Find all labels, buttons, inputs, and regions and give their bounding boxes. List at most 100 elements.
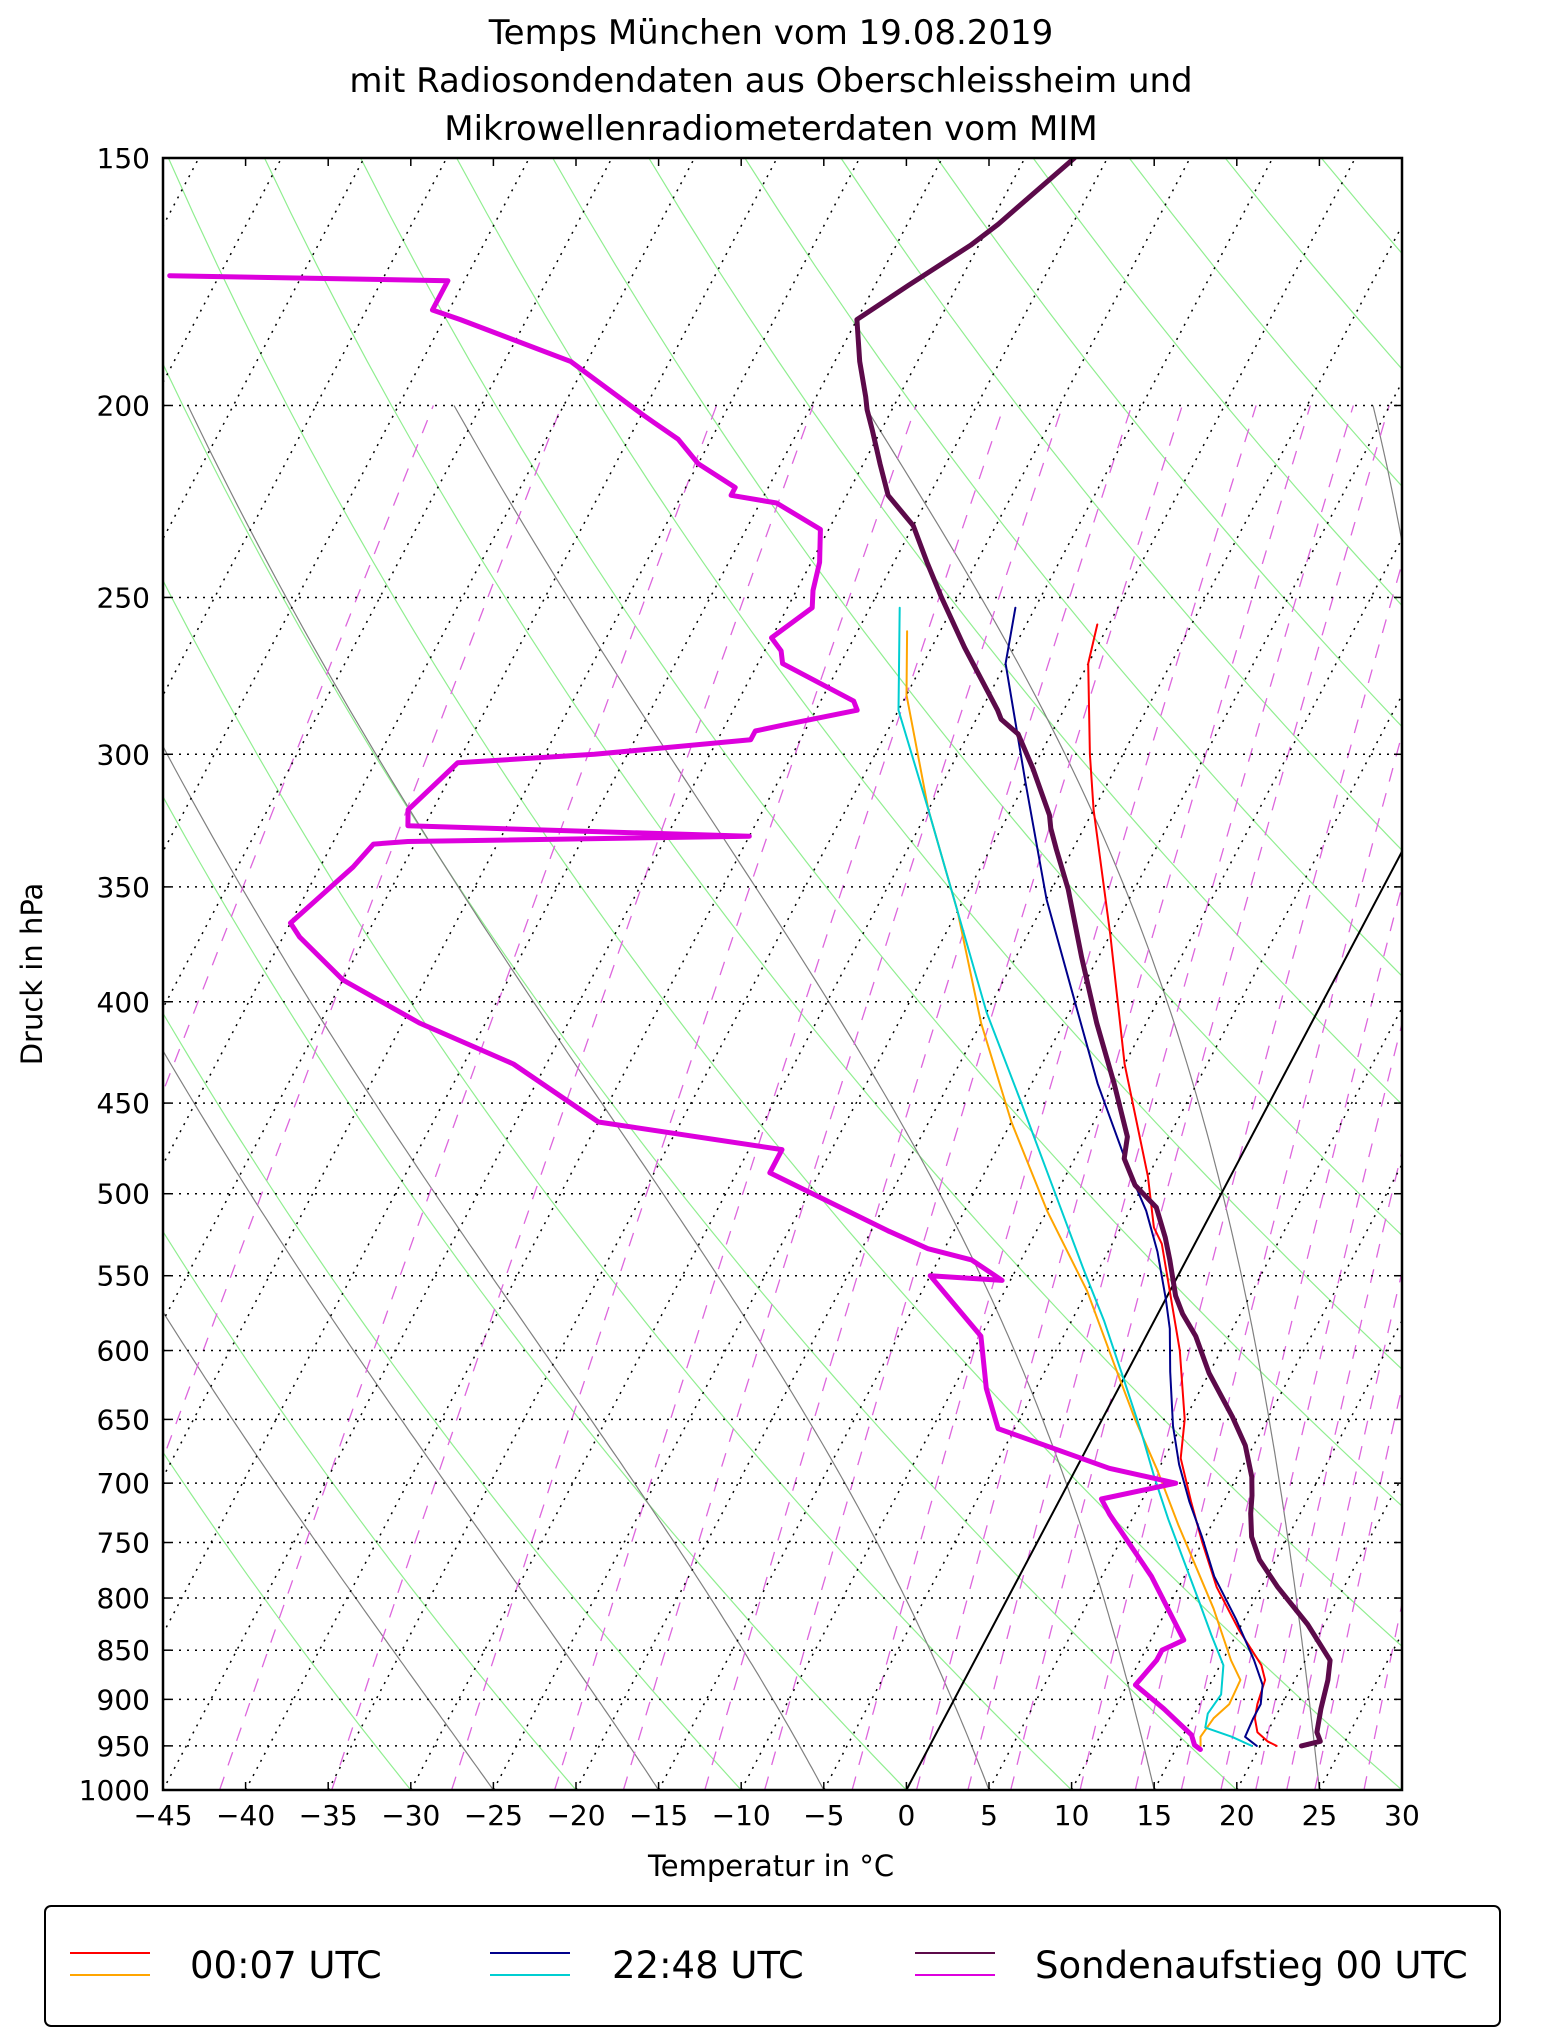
x-tick-label: 15 xyxy=(1136,1799,1172,1832)
x-axis-label-unit: °C xyxy=(859,1849,894,1883)
dry-adiabat-line xyxy=(1514,158,1542,1790)
mixing-ratio-line xyxy=(163,405,434,1094)
dry-adiabat-line xyxy=(163,1451,412,1790)
dry-adiabat-line xyxy=(648,158,1402,1106)
mixing-ratio-line xyxy=(704,405,1133,1790)
dry-adiabat-line xyxy=(744,158,1402,977)
title-line-1: Temps München vom 19.08.2019 xyxy=(488,13,1054,53)
dry-adiabat-line xyxy=(1128,158,1402,488)
isotherm-line xyxy=(823,693,1402,1790)
dry-adiabat-line xyxy=(840,158,1402,852)
x-axis-ticks: −45 −40 −35 −30 −25 −20 −15 −10 −5 0 5 10 15 20 25 30 xyxy=(133,158,1420,1832)
data-series xyxy=(167,158,1333,1752)
mixing-ratio-line xyxy=(1443,406,1542,1791)
mixing-ratio-line xyxy=(553,405,1005,1790)
zero-degree-isotherm xyxy=(905,849,1402,1790)
mixing-ratio-line xyxy=(1286,1269,1402,1790)
y-tick-label: 350 xyxy=(97,871,150,904)
x-tick-label: −35 xyxy=(299,1799,358,1832)
isotherm-line xyxy=(1318,1631,1402,1790)
dry-adiabat-line xyxy=(552,158,1402,1237)
y-tick-label: 200 xyxy=(97,389,150,422)
dry-adiabat-line xyxy=(1032,158,1402,607)
y-tick-label: 500 xyxy=(97,1178,150,1211)
isotherm-line xyxy=(1070,1162,1402,1790)
dry-adiabat-line xyxy=(1320,158,1402,255)
dry-adiabat-line xyxy=(360,158,1402,1507)
isotherm-line xyxy=(163,158,778,1323)
mixing-ratio-line xyxy=(915,405,1311,1790)
x-tick-label: −25 xyxy=(464,1799,523,1832)
y-tick-label: 400 xyxy=(97,986,150,1019)
mixing-ratio-line xyxy=(1476,406,1542,1791)
isotherm-line xyxy=(163,158,365,541)
legend-label-sonde: Sondenaufstieg 00 UTC xyxy=(1035,1944,1468,1987)
dry-adiabat-line xyxy=(936,158,1402,728)
isotherm-line xyxy=(163,158,696,1166)
x-tick-label: −20 xyxy=(546,1799,605,1832)
moist-adiabat-line xyxy=(163,745,825,1790)
y-tick-label: 900 xyxy=(97,1683,150,1716)
title-line-3: Mikrowellenradiometerdaten vom MIM xyxy=(444,109,1097,149)
x-tick-label: 10 xyxy=(1054,1799,1090,1832)
moist-adiabat-line xyxy=(1372,405,1402,546)
y-tick-label: 300 xyxy=(97,738,150,771)
mixing-ratio-line xyxy=(1134,731,1402,1790)
mixing-ratio-line xyxy=(1314,1383,1402,1790)
mixing-ratio-line xyxy=(450,405,917,1790)
isotherm-line xyxy=(575,224,1402,1790)
x-tick-label: −10 xyxy=(712,1799,771,1832)
dry-adiabat-line xyxy=(163,795,907,1790)
isotherm-line xyxy=(657,380,1402,1790)
series-line xyxy=(854,158,1333,1749)
series-line xyxy=(167,273,1203,1752)
y-tick-label: 750 xyxy=(97,1527,150,1560)
mixing-ratio-line xyxy=(1079,560,1402,1790)
isotherm-line xyxy=(1401,1788,1402,1790)
pressure-gridlines xyxy=(163,404,1402,1747)
legend-label-2248: 22:48 UTC xyxy=(612,1944,804,1987)
legend-entry-sonde: Sondenaufstieg 00 UTC xyxy=(915,1944,1468,1987)
mixing-ratio-line xyxy=(1506,406,1542,1791)
legend-label-0007: 00:07 UTC xyxy=(190,1944,382,1987)
mixing-ratio-line xyxy=(622,405,1064,1790)
y-tick-label: 550 xyxy=(97,1260,150,1293)
x-axis-label-text: Temperatur in xyxy=(647,1849,850,1883)
legend-box xyxy=(44,1905,1501,2027)
dry-adiabat-line xyxy=(456,158,1402,1371)
y-tick-label: 850 xyxy=(97,1634,150,1667)
x-tick-label: 5 xyxy=(980,1799,998,1832)
isotherm-line xyxy=(163,158,448,697)
x-tick-label: −30 xyxy=(381,1799,440,1832)
mixing-ratio-line xyxy=(331,405,814,1790)
moist-adiabat-line xyxy=(863,405,1320,1790)
isotherm-line xyxy=(1236,1475,1402,1790)
series-line xyxy=(1087,623,1278,1747)
isotherm-line xyxy=(740,537,1402,1790)
x-tick-label: 20 xyxy=(1219,1799,1255,1832)
x-tick-label: −5 xyxy=(803,1799,844,1832)
isotherm-line xyxy=(163,158,1026,1790)
dry-adiabat-line xyxy=(163,1012,742,1790)
y-tick-label: 250 xyxy=(97,581,150,614)
legend: 00:07 UTC 22:48 UTC Sondenaufstieg 00 UT… xyxy=(44,1905,1501,2027)
x-tick-label: 30 xyxy=(1384,1799,1420,1832)
mixing-ratio-line xyxy=(1255,1148,1402,1790)
x-axis-label: Temperatur in °C xyxy=(647,1849,894,1883)
mixing-ratio-line xyxy=(1220,1021,1402,1790)
y-tick-label: 950 xyxy=(97,1730,150,1763)
x-tick-label: −45 xyxy=(133,1799,192,1832)
series-line xyxy=(897,606,1253,1747)
isotherm-line xyxy=(163,158,861,1479)
legend-entry-0007: 00:07 UTC xyxy=(70,1944,382,1987)
isotherm-line xyxy=(410,158,1274,1790)
dry-adiabat-line xyxy=(163,362,1238,1790)
plot-frame xyxy=(161,156,1404,1792)
moist-adiabat-line xyxy=(163,1310,494,1790)
dry-adiabat-line xyxy=(1224,158,1402,370)
x-tick-label: 0 xyxy=(897,1799,915,1832)
y-axis-label: Druck in hPa xyxy=(15,883,49,1066)
isotherm-line xyxy=(327,158,1191,1790)
mixing-ratio-line xyxy=(1180,883,1402,1790)
